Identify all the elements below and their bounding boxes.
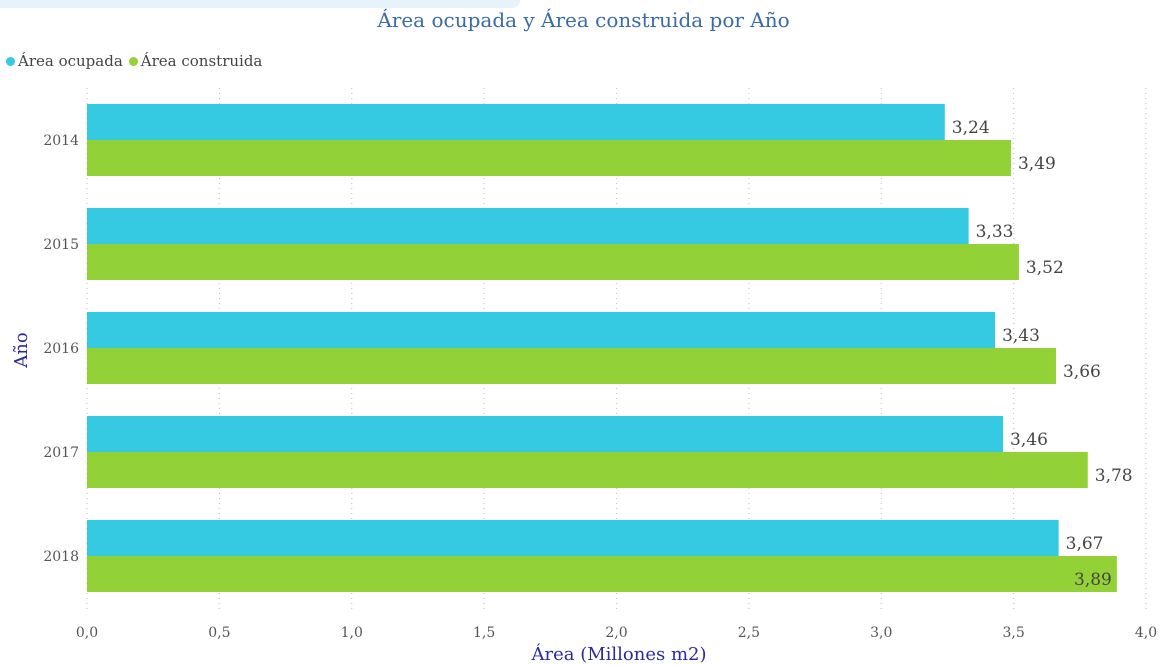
bars: 3,24 3,49 3,33 3,52 3,43 3,66 3,46 3,78 3,67 3,89 xyxy=(87,104,1133,592)
bar-ocupada xyxy=(87,312,996,348)
header-tab-decoration xyxy=(0,0,520,8)
data-label-ocupada: 3,24 xyxy=(952,118,990,138)
legend-label-ocupada: Área ocupada xyxy=(18,52,123,70)
legend-item-construida[interactable]: Área construida xyxy=(128,52,263,70)
bar-construida xyxy=(87,452,1088,488)
data-label-construida: 3,89 xyxy=(1074,570,1112,590)
y-tick-labels: 2014 2015 2016 2017 2018 xyxy=(43,133,79,565)
bar-ocupada xyxy=(87,208,969,244)
data-label-construida: 3,49 xyxy=(1018,154,1056,174)
x-tick-label: 3,5 xyxy=(1002,625,1024,641)
legend: Área ocupada Área construida xyxy=(6,52,268,70)
chart-title: Área ocupada y Área construida por Año xyxy=(377,8,790,32)
x-tick-label: 0,0 xyxy=(76,625,98,641)
data-label-construida: 3,66 xyxy=(1063,362,1101,382)
x-tick-label: 1,0 xyxy=(341,625,363,641)
data-label-construida: 3,78 xyxy=(1095,466,1133,486)
data-label-ocupada: 3,67 xyxy=(1066,534,1104,554)
x-tick-labels: 0,0 0,5 1,0 1,5 2,0 2,5 3,0 3,5 4,0 xyxy=(76,625,1157,641)
bar-ocupada xyxy=(87,416,1004,452)
x-tick-label: 0,5 xyxy=(208,625,230,641)
y-tick-label: 2017 xyxy=(43,445,79,461)
data-label-construida: 3,52 xyxy=(1026,258,1064,278)
y-tick-label: 2015 xyxy=(43,237,79,253)
data-label-ocupada: 3,33 xyxy=(976,222,1014,242)
x-axis-title: Área (Millones m2) xyxy=(530,642,706,665)
bar-construida xyxy=(87,556,1117,592)
y-tick-label: 2018 xyxy=(43,549,79,565)
bar-construida xyxy=(87,244,1019,280)
x-tick-label: 2,5 xyxy=(738,625,760,641)
x-tick-label: 2,0 xyxy=(605,625,627,641)
data-label-ocupada: 3,46 xyxy=(1010,430,1048,450)
bar-ocupada xyxy=(87,520,1059,556)
y-axis-title: Año xyxy=(11,332,32,368)
y-tick-label: 2014 xyxy=(43,133,79,149)
legend-dot-construida xyxy=(128,56,138,66)
x-tick-label: 3,0 xyxy=(870,625,892,641)
x-tick-label: 4,0 xyxy=(1135,625,1157,641)
legend-dot-ocupada xyxy=(6,56,15,66)
data-label-ocupada: 3,43 xyxy=(1002,326,1040,346)
bar-ocupada xyxy=(87,104,945,140)
legend-item-ocupada[interactable]: Área ocupada xyxy=(6,52,123,70)
x-tick-label: 1,5 xyxy=(473,625,495,641)
y-tick-label: 2016 xyxy=(43,341,79,357)
legend-label-construida: Área construida xyxy=(140,52,263,70)
bar-construida xyxy=(87,348,1056,384)
bar-construida xyxy=(87,140,1011,176)
